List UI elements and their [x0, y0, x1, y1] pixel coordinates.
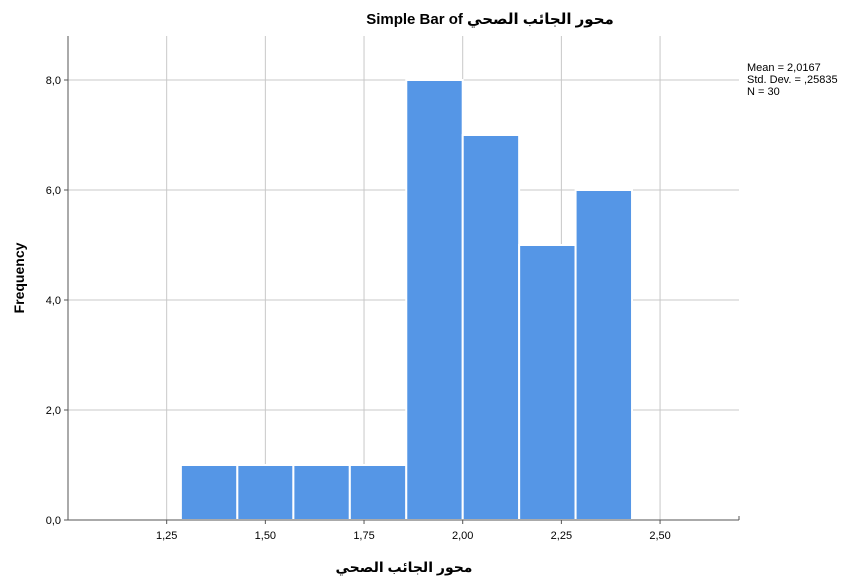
x-tick-label: 2,25	[551, 530, 572, 542]
stat-n: N = 30	[747, 86, 780, 98]
y-tick-label: 6,0	[46, 185, 61, 197]
x-axis-label: محور الجائب الصحي	[336, 559, 473, 576]
stat-std-dev: Std. Dev. = ,25835	[747, 74, 838, 86]
y-tick-label: 4,0	[46, 295, 61, 307]
histogram-bar	[405, 79, 464, 521]
grid-lines	[68, 36, 739, 520]
histogram-bar	[179, 464, 239, 521]
y-tick-label: 8,0	[46, 75, 61, 87]
x-tick-label: 2,00	[452, 530, 473, 542]
histogram-bar	[348, 464, 408, 521]
stat-mean: Mean = 2,0167	[747, 62, 821, 74]
x-tick-label: 1,25	[156, 530, 177, 542]
histogram-bar	[292, 464, 351, 521]
y-tick-label: 2,0	[46, 405, 61, 417]
x-tick-label: 1,50	[255, 530, 276, 542]
histogram-bar	[574, 189, 634, 521]
x-tick-label: 2,50	[649, 530, 670, 542]
histogram-bar	[461, 134, 521, 521]
histogram-bar	[518, 244, 577, 521]
x-tick-label: 1,75	[353, 530, 374, 542]
chart-title: Simple Bar of محور الجائب الصحي	[366, 11, 614, 28]
tick-labels: 0,0 2,0 4,0 6,0 8,0 1,25 1,50 1,75 2,00 2,25 2,50	[46, 75, 671, 542]
axes	[64, 36, 740, 524]
y-tick-label: 0,0	[46, 515, 61, 527]
y-axis-label: Frequency	[11, 242, 27, 313]
histogram-bar	[236, 464, 295, 521]
summary-statistics: Mean = 2,0167 Std. Dev. = ,25835 N = 30	[747, 62, 838, 98]
